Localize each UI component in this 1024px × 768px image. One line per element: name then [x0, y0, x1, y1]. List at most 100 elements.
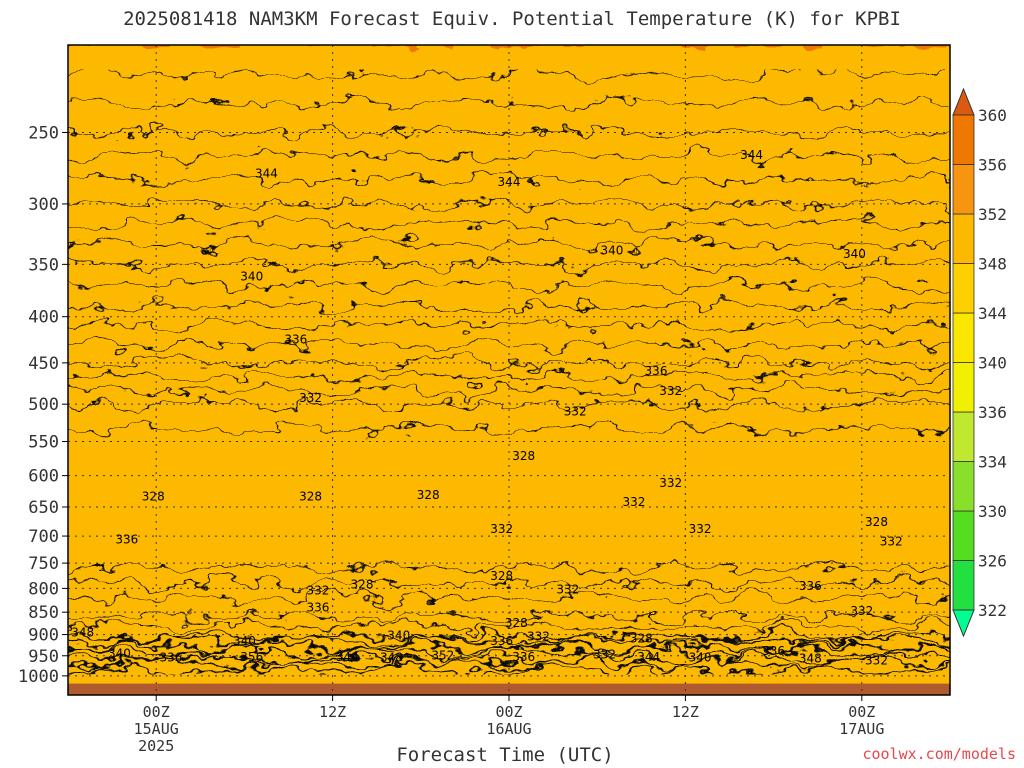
contour-label: 332 [865, 653, 888, 667]
contour-line [68, 385, 950, 396]
contour-label: 344 [637, 650, 660, 664]
colorbar-min-arrow [952, 609, 975, 638]
contour-label: 356 [240, 650, 263, 664]
contour-label: 336 [115, 532, 138, 546]
contour-line [68, 664, 950, 676]
y-tick-label: 750 [28, 554, 59, 574]
contour-label: 332 [593, 647, 616, 661]
contour-line [68, 151, 950, 162]
contour-label: 332 [689, 522, 712, 536]
contour-label: 348 [799, 651, 822, 665]
contour-line [68, 339, 950, 350]
theta-e-filled-field [68, 45, 950, 695]
colorbar-bin [952, 114, 975, 165]
y-tick-label: 950 [28, 647, 59, 667]
contour-label: 336 [799, 579, 822, 593]
contour-line [68, 424, 950, 435]
colorbar-bin [952, 560, 975, 611]
contour-label: 336 [159, 651, 182, 665]
x-tick-label: 00Z [143, 703, 170, 721]
y-tick-label: 300 [28, 195, 59, 215]
contour-line [68, 320, 950, 331]
contour-label: 328 [351, 577, 374, 591]
contour-label: 332 [527, 629, 550, 643]
colorbar-tick-label: 348 [978, 255, 1007, 274]
contour-label: 340 [843, 247, 866, 261]
contour-line [68, 636, 950, 647]
contour-label: 332 [659, 476, 682, 490]
colorbar-max-arrow [952, 87, 975, 116]
y-tick-label: 550 [28, 433, 59, 453]
y-tick-label: 400 [28, 308, 59, 328]
contour-line [68, 199, 950, 209]
contour-label: 328 [512, 449, 535, 463]
contour-label: 328 [417, 488, 440, 502]
contour-line [68, 239, 950, 249]
x-tick-label: 17AUG [839, 720, 884, 738]
colorbar-tick-label: 340 [978, 354, 1007, 373]
x-axis-label: Forecast Time (UTC) [396, 744, 614, 766]
contour-label: 340 [387, 629, 410, 643]
colorbar-bin [952, 411, 975, 462]
contour-label: 332 [659, 384, 682, 398]
contour-line [68, 593, 950, 604]
colorbar-bin [952, 461, 975, 512]
contour-line [68, 98, 950, 108]
contour-label: 328 [142, 489, 165, 503]
contour-label: 348 [380, 651, 403, 665]
x-tick-label: 2025 [138, 737, 174, 755]
y-tick-label: 800 [28, 579, 59, 599]
contour-line [68, 371, 950, 382]
contour-label: 340 [600, 244, 623, 258]
y-tick-label: 450 [28, 354, 59, 374]
contour-line [68, 219, 950, 229]
x-tick-label: 16AUG [486, 720, 531, 738]
x-tick-label: 00Z [848, 703, 875, 721]
x-tick-label: 12Z [319, 703, 346, 721]
y-tick-label: 500 [28, 395, 59, 415]
contour-label: 352 [431, 649, 454, 663]
source-credit: coolwx.com/models [862, 745, 1016, 763]
contour-line [68, 69, 950, 80]
contour-label: 340 [689, 651, 712, 665]
contour-label: 332 [880, 535, 903, 549]
contour-label: 344 [740, 148, 763, 162]
contour-label: 340 [108, 646, 131, 660]
chart-title: 2025081418 NAM3KM Forecast Equiv. Potent… [123, 8, 901, 30]
y-tick-label: 650 [28, 498, 59, 518]
contour-label: 332 [622, 495, 645, 509]
colorbar-bin [952, 510, 975, 561]
contour-line [68, 620, 950, 631]
colorbar-tick-label: 360 [978, 106, 1007, 125]
contour-lines [68, 69, 950, 676]
contour-label: 328 [505, 616, 528, 630]
contour-label: 336 [512, 650, 535, 664]
contour-label: 344 [498, 175, 521, 189]
contour-label: 336 [284, 333, 307, 347]
colorbar-bin [952, 164, 975, 215]
x-tick-label: 15AUG [134, 720, 179, 738]
contour-line [68, 358, 950, 368]
contour-label: 344 [255, 167, 278, 181]
colorbar-bin [952, 213, 975, 264]
contour-label: 328 [865, 515, 888, 529]
contour-label: 328 [630, 632, 653, 646]
y-tick-label: 1000 [18, 667, 59, 687]
contour-label: 332 [306, 583, 329, 597]
colorbar-bin [952, 312, 975, 363]
contour-line [68, 399, 950, 410]
contour-label: 336 [645, 364, 668, 378]
colorbar-bin [952, 362, 975, 413]
contour-label: 336 [762, 644, 785, 658]
x-tick-label: 00Z [495, 703, 522, 721]
contour-label: 340 [240, 269, 263, 283]
colorbar-tick-label: 334 [978, 453, 1007, 472]
colorbar-tick-label: 322 [978, 601, 1007, 620]
colorbar-tick-label: 344 [978, 304, 1007, 323]
contour-line [68, 175, 950, 185]
colorbar-legend: 322 326 330 334 336 340 344 348 352 356 360 [952, 87, 1007, 638]
contour-label: 328 [299, 489, 322, 503]
contour-label: 328 [490, 569, 513, 583]
contour-line [68, 611, 950, 622]
